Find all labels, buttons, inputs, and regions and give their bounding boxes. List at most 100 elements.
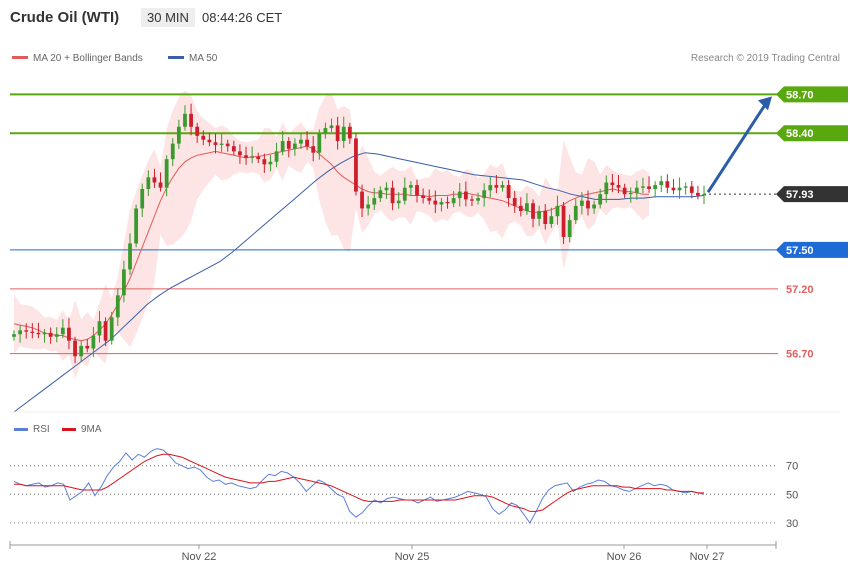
candle-body	[579, 200, 584, 206]
main-pane: 58.70 58.40 57.93 57.50 57.20 56.70	[10, 86, 848, 413]
rsi-line	[13, 448, 705, 524]
candle-body	[109, 317, 114, 341]
candle-body	[592, 204, 596, 209]
candle-body	[549, 216, 554, 224]
candle-body	[665, 181, 670, 188]
candle-body	[140, 188, 145, 209]
candle-body	[299, 139, 303, 144]
candle-body	[134, 208, 139, 244]
level-tag	[776, 241, 848, 258]
rsi-tick-label: 50	[786, 489, 798, 501]
candle-body	[598, 194, 603, 205]
ma50-legend-swatch	[168, 56, 184, 59]
candle-body	[378, 190, 383, 199]
candle-body	[286, 141, 291, 149]
candle-body	[567, 220, 572, 237]
candle-body	[616, 185, 621, 188]
candle-body	[634, 187, 639, 193]
candle-body	[604, 182, 609, 195]
candle-body	[176, 126, 181, 144]
candle-body	[85, 345, 90, 349]
candle-body	[195, 126, 200, 136]
candle-body	[622, 187, 627, 195]
candle-body	[335, 125, 340, 142]
level-label: 56.70	[786, 349, 814, 361]
timestamp: 08:44:26 CET	[202, 10, 283, 25]
candle-body	[170, 143, 175, 160]
candle-body	[48, 332, 53, 337]
level-label: 57.50	[786, 245, 814, 257]
candle-body	[347, 126, 352, 139]
candle-body	[73, 340, 77, 357]
candle-body	[354, 138, 358, 192]
candle-body	[305, 139, 309, 147]
candle-body	[146, 177, 151, 189]
x-axis-labels: Nov 22 Nov 25 Nov 26 Nov 27	[9, 541, 777, 563]
level-label: 57.93	[786, 189, 814, 201]
x-tick-label: Nov 26	[607, 551, 642, 563]
candle-body	[60, 327, 65, 335]
candle-body	[512, 198, 517, 206]
timeframe-badge[interactable]: 30 MIN	[141, 8, 195, 27]
candle-body	[341, 126, 346, 142]
ma20-line	[13, 145, 649, 342]
candle-body	[158, 182, 163, 188]
candle-body	[152, 177, 157, 183]
candle-body	[415, 185, 419, 196]
candle-body	[402, 187, 407, 201]
candle-body	[641, 186, 645, 188]
ma-bb-legend-label: MA 20 + Bollinger Bands	[33, 53, 143, 64]
instrument-title: Crude Oil (WTI)	[10, 9, 120, 26]
x-tick-label: Nov 22	[182, 551, 217, 563]
ma50-line	[13, 152, 705, 413]
candle-body	[225, 143, 230, 147]
candle-body	[647, 186, 651, 189]
candle-body	[115, 295, 120, 318]
candle-body	[207, 139, 212, 143]
candle-body	[256, 156, 261, 160]
candle-body	[292, 143, 297, 149]
rsi-tick-label: 30	[786, 518, 798, 530]
rsi-ma-line	[14, 453, 704, 512]
candle-body	[79, 345, 84, 357]
candle-body	[683, 186, 688, 188]
candle-body	[244, 155, 248, 158]
rsi-ma-legend-swatch	[62, 428, 76, 431]
candle-body	[219, 143, 224, 145]
ma50-legend-label: MA 50	[189, 53, 218, 64]
candle-body	[457, 191, 462, 199]
candle-body	[659, 181, 664, 186]
candle-body	[482, 190, 487, 199]
candle-body	[122, 269, 126, 296]
candle-body	[36, 332, 41, 335]
candle-body	[30, 331, 35, 333]
candle-body	[439, 201, 444, 205]
candle-body	[24, 330, 29, 332]
candle-body	[250, 156, 255, 158]
level-label: 58.40	[786, 128, 814, 140]
candle-body	[201, 135, 206, 140]
candle-body	[280, 141, 285, 152]
candle-body	[329, 125, 334, 129]
candle-body	[561, 205, 566, 237]
candle-body	[586, 200, 590, 209]
ma-bb-legend-swatch	[12, 56, 28, 59]
candle-body	[537, 211, 542, 219]
level-tag	[776, 186, 848, 203]
candle-body	[531, 203, 535, 219]
candle-body	[213, 142, 218, 145]
candle-body	[262, 159, 267, 165]
candle-body	[573, 205, 578, 221]
candle-body	[543, 211, 548, 224]
candle-body	[91, 335, 96, 349]
candle-body	[18, 330, 22, 335]
level-tag	[776, 86, 848, 103]
candle-body	[128, 243, 132, 270]
candle-body	[12, 334, 16, 337]
candle-body	[500, 185, 505, 188]
candle-body	[189, 113, 193, 127]
rsi-ma-legend-label: 9MA	[81, 424, 102, 435]
candle-body	[360, 191, 364, 209]
candle-body	[103, 321, 108, 341]
candle-body	[488, 185, 493, 191]
